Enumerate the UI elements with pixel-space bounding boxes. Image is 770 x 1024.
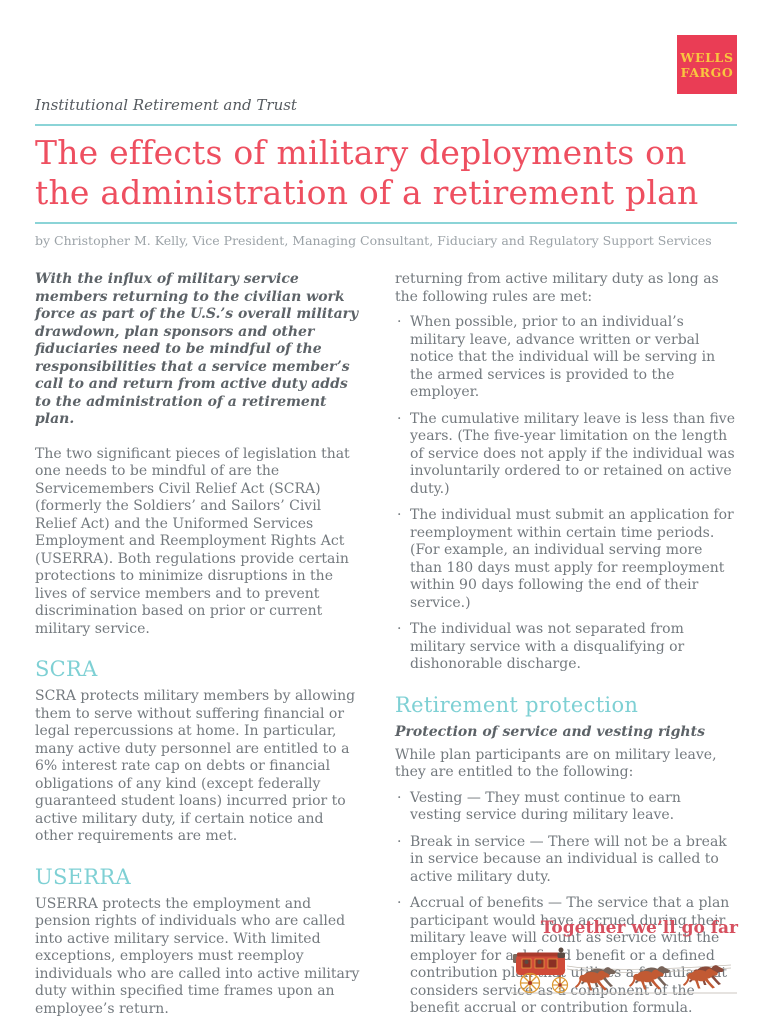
wells-fargo-logo: WELLS FARGO [677, 35, 737, 94]
page-title: The effects of military deployments on t… [35, 133, 737, 213]
heading-retirement-protection: Retirement protection [395, 692, 639, 717]
list-item: The individual was not separated from mi… [395, 621, 735, 674]
list-item: Break in service — There will not be a b… [395, 834, 735, 887]
intro-paragraph: With the influx of military service memb… [35, 271, 359, 427]
userra-paragraph: USERRA protects the employment and pensi… [35, 895, 360, 1017]
page-title-line-1: The effects of military deployments on [35, 133, 687, 172]
list-item: Vesting — They must continue to earn ves… [395, 790, 735, 825]
retirement-lead: While plan participants are on military … [395, 746, 717, 781]
subheading-service-vesting: Protection of service and vesting rights [395, 723, 705, 740]
heading-userra: USERRA [35, 864, 132, 889]
list-item: The individual must submit an applicatio… [395, 507, 735, 612]
employment-continuation: returning from active military duty as l… [395, 271, 719, 305]
brand-footer: Together we’ll go far [508, 918, 740, 997]
division-eyebrow: Institutional Retirement and Trust [35, 96, 297, 114]
teal-rule-bottom [35, 222, 737, 224]
left-column: With the influx of military service memb… [35, 271, 365, 1024]
horse-team [575, 965, 724, 991]
brand-tagline: Together we’ll go far [540, 918, 738, 938]
list-item: When possible, prior to an individual’s … [395, 314, 735, 402]
logo-word-wells: WELLS [680, 49, 734, 65]
heading-scra: SCRA [35, 657, 98, 681]
coach [513, 947, 569, 994]
list-item: The cumulative military leave is less th… [395, 411, 735, 499]
stagecoach-illustration-icon [511, 947, 737, 994]
body-columns: With the influx of military service memb… [35, 271, 737, 1024]
scra-paragraph: SCRA protects military members by allowi… [35, 688, 356, 844]
right-column: returning from active military duty as l… [395, 271, 735, 1024]
teal-rule-top [35, 124, 737, 126]
legislation-paragraph: The two significant pieces of legislatio… [35, 445, 350, 637]
page-title-line-2: the administration of a retirement plan [35, 173, 699, 212]
reemployment-rules-list: When possible, prior to an individual’s … [395, 314, 735, 674]
byline: by Christopher M. Kelly, Vice President,… [35, 233, 712, 248]
logo-word-fargo: FARGO [680, 64, 734, 80]
